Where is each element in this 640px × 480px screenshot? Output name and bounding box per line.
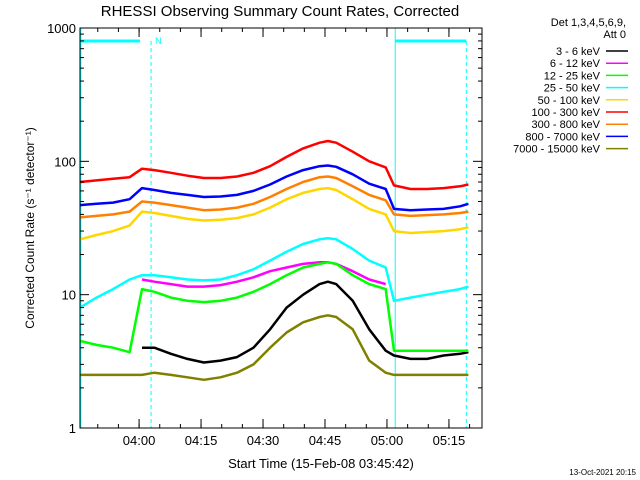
x-tick-label: 04:30 — [247, 433, 280, 448]
x-axis-label: Start Time (15-Feb-08 03:45:42) — [228, 456, 414, 471]
plot-area: N — [79, 28, 469, 428]
y-tick-label: 1 — [69, 421, 76, 436]
legend-label-2: 6 - 12 keV — [550, 58, 601, 70]
series-line-3 — [79, 261, 469, 354]
x-tick-label: 04:45 — [309, 433, 342, 448]
legend-label-9: 7000 - 15000 keV — [513, 144, 601, 156]
legend-label-3: 12 - 25 keV — [544, 70, 601, 82]
series-line-4 — [79, 236, 469, 309]
legend-header-line-1: Det 1,3,4,5,6,9, — [551, 17, 626, 29]
y-tick-label: 100 — [54, 154, 76, 169]
legend-label-7: 300 - 800 keV — [532, 119, 601, 131]
legend-label-4: 25 - 50 keV — [544, 83, 601, 95]
legend-label-8: 800 - 7000 keV — [525, 131, 600, 143]
footer-timestamp: 13-Oct-2021 20:15 — [569, 468, 636, 477]
series-line-2 — [141, 261, 387, 288]
chart-title: RHESSI Observing Summary Count Rates, Co… — [101, 3, 459, 20]
legend-header-line-2: Att 0 — [603, 29, 626, 41]
legend-label-1: 3 - 6 keV — [556, 46, 601, 58]
x-tick-label: 05:15 — [433, 433, 466, 448]
legend-label-5: 50 - 100 keV — [538, 95, 601, 107]
series-line-9 — [80, 314, 469, 382]
y-tick-label: 10 — [62, 288, 76, 303]
y-tick-label: 1000 — [47, 21, 76, 36]
series-line-1 — [142, 280, 469, 364]
legend-label-6: 100 - 300 keV — [532, 107, 601, 119]
x-tick-label: 05:00 — [371, 433, 404, 448]
night-marker-label: N — [155, 36, 162, 46]
x-tick-label: 04:15 — [185, 433, 218, 448]
axes: 1 10 100 1000 04:00 04:15 04:30 04:45 05:00 05:15 — [47, 21, 483, 448]
series-line-5 — [79, 186, 469, 241]
series-line-8 — [79, 164, 469, 212]
x-tick-label: 04:00 — [123, 433, 156, 448]
series-line-7 — [79, 175, 469, 219]
plot-frame — [79, 27, 483, 429]
y-axis-label: Corrected Count Rate (s⁻¹ detector⁻¹) — [23, 127, 37, 328]
series-line-6 — [79, 139, 469, 191]
